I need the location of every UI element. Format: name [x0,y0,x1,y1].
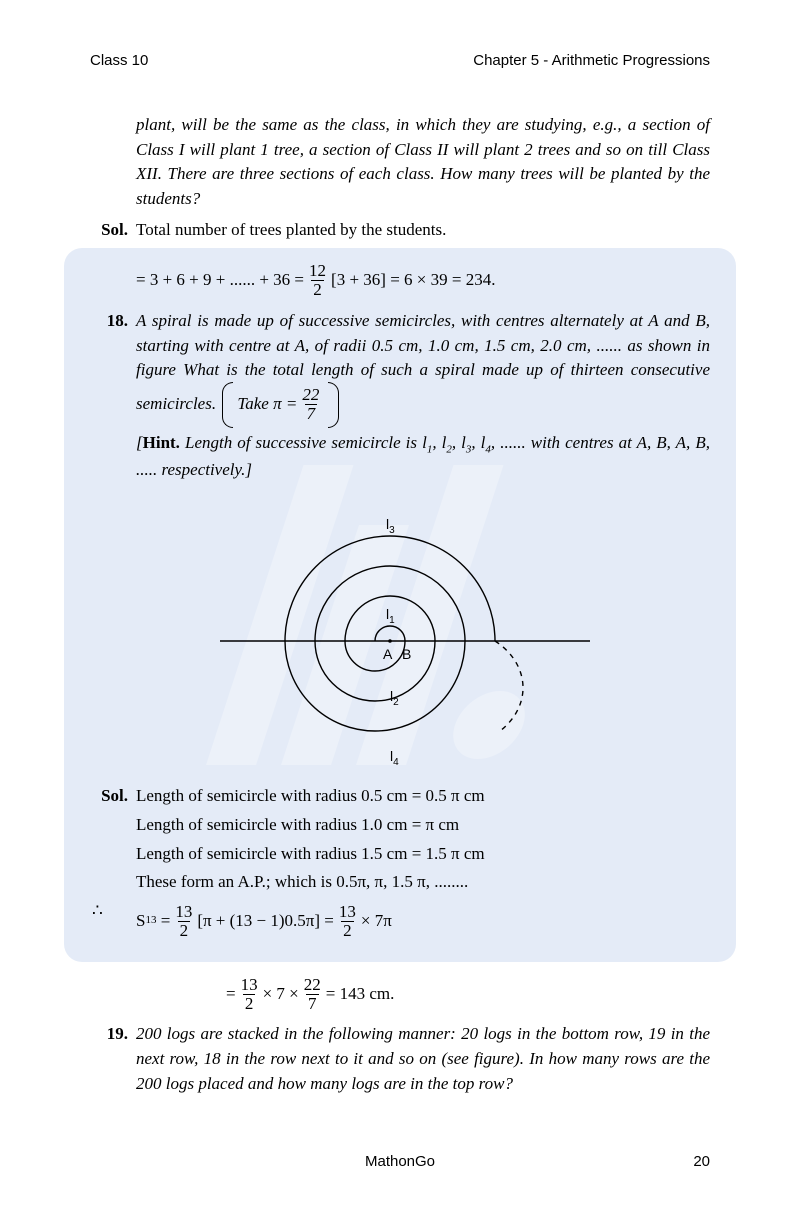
label-l3: l3 [386,516,395,536]
sol18-line3: Length of semicircle with radius 1.5 cm … [136,842,710,867]
sol-label-17: Sol. [90,218,136,243]
label-l4: l4 [390,748,399,768]
label-l2: l2 [390,688,399,708]
label-B: B [402,646,411,662]
sol18-line2: Length of semicircle with radius 1.0 cm … [136,813,710,838]
sol-label-18: Sol. [90,784,136,809]
q18-hint: [Hint. Length of successive semicircle i… [136,431,710,483]
sol18-line4: These form an A.P.; which is 0.5π, π, 1.… [136,870,710,895]
spiral-figure: A B l1 l2 l3 l4 [90,491,710,779]
q18-text: A spiral is made up of successive semici… [136,309,710,427]
q19-number: 19. [90,1022,136,1096]
label-A: A [383,646,393,662]
page-header: Class 10 Chapter 5 - Arithmetic Progress… [90,52,710,69]
intro-paragraph: plant, will be the same as the class, in… [136,113,710,212]
chapter-label: Chapter 5 - Arithmetic Progressions [473,52,710,69]
sol17-line1: Total number of trees planted by the stu… [136,218,710,243]
q18-number: 18. [90,309,136,427]
sol18-eq2: = 132 × 7 × 227 = 143 cm. [136,976,710,1013]
brand-label: MathonGo [365,1153,435,1170]
fraction-12-2: 12 2 [307,262,328,299]
therefore-symbol: ∴ [90,899,136,944]
class-label: Class 10 [90,52,148,69]
page-footer: MathonGo 20 [90,1153,710,1170]
sol17-equation: = 3 + 6 + 9 + ...... + 36 = 12 2 [3 + 36… [136,262,710,299]
sol18-line1: Length of semicircle with radius 0.5 cm … [136,784,710,809]
highlight-box: = 3 + 6 + 9 + ...... + 36 = 12 2 [3 + 36… [64,248,736,961]
sol18-eq1: S13 = 132 [π + (13 − 1)0.5π] = 132 × 7π [136,903,710,940]
q19-text: 200 logs are stacked in the following ma… [136,1022,710,1096]
page-number: 20 [693,1153,710,1170]
page-content: plant, will be the same as the class, in… [90,113,710,1096]
label-l1: l1 [386,606,395,626]
